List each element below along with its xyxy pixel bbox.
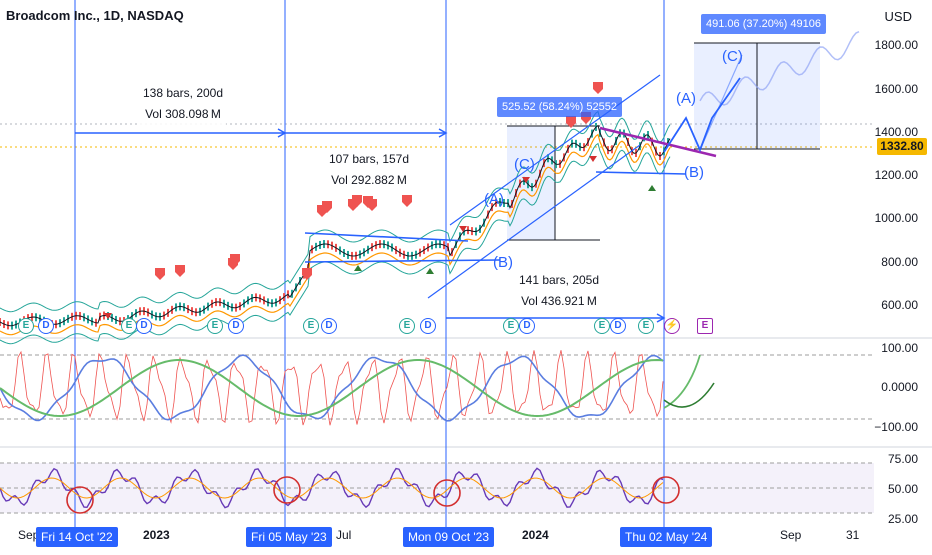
price-tick: 600.00 (881, 298, 918, 312)
price-tick: 1800.00 (875, 38, 918, 52)
time-tick: 31 (846, 528, 859, 542)
date-marker[interactable]: Thu 02 May '24 (620, 527, 712, 547)
earnings-event-icon[interactable]: E (503, 318, 519, 334)
time-tick: Jul (336, 528, 351, 542)
current-price-badge: 1332.80 (877, 138, 927, 155)
osc-tick: 100.00 (881, 341, 918, 355)
wave-label[interactable]: (B) (493, 254, 513, 271)
osc-tick: 0.0000 (881, 380, 918, 394)
oscillator-projection (664, 355, 700, 408)
price-tick: 1400.00 (875, 125, 918, 139)
range-bars-label: 138 bars, 200d (140, 83, 226, 104)
dividend-event-icon[interactable]: D (420, 318, 436, 334)
date-marker[interactable]: Fri 14 Oct '22 (36, 527, 118, 547)
range-volume-label: Vol 436.921 M (514, 291, 604, 312)
oscillator-signal-line (0, 360, 663, 416)
earnings-event-icon[interactable]: E (594, 318, 610, 334)
wave-label[interactable]: (A) (484, 191, 504, 208)
range-annotation[interactable]: 138 bars, 200d Vol 308.098 M (140, 83, 226, 125)
rsi-tick: 25.00 (888, 512, 918, 526)
dividend-event-icon[interactable]: D (519, 318, 535, 334)
price-tick: 1200.00 (875, 168, 918, 182)
date-marker[interactable]: Mon 09 Oct '23 (403, 527, 494, 547)
range-bars-label: 107 bars, 157d (324, 149, 414, 170)
rsi-tick: 50.00 (888, 482, 918, 496)
range-annotation[interactable]: 141 bars, 205d Vol 436.921 M (514, 270, 604, 312)
dividend-event-icon[interactable]: D (38, 318, 54, 334)
earnings-event-icon[interactable]: E (303, 318, 319, 334)
wave-label[interactable]: (B) (684, 164, 704, 181)
wave-label[interactable]: (C) (514, 156, 535, 173)
split-event-icon[interactable]: ⚡ (664, 318, 680, 334)
currency-label[interactable]: USD (885, 9, 912, 24)
dividend-event-icon[interactable]: D (610, 318, 626, 334)
range-annotation[interactable]: 107 bars, 157d Vol 292.882 M (324, 149, 414, 191)
earnings-event-icon[interactable]: E (207, 318, 223, 334)
earnings-event-icon[interactable]: E (121, 318, 137, 334)
time-tick: Sep (780, 528, 801, 542)
price-tick: 1000.00 (875, 211, 918, 225)
dividend-event-icon[interactable]: D (321, 318, 337, 334)
price-tick: 1600.00 (875, 82, 918, 96)
symbol-title[interactable]: Broadcom Inc., 1D, NASDAQ (6, 8, 184, 23)
range-bars-label: 141 bars, 205d (514, 270, 604, 291)
earnings-event-icon[interactable]: E (18, 318, 34, 334)
range-volume-label: Vol 292.882 M (324, 170, 414, 191)
range-volume-label: Vol 308.098 M (140, 104, 226, 125)
rsi-tick: 75.00 (888, 452, 918, 466)
price-range-measure[interactable]: 491.06 (37.20%) 49106 (701, 14, 826, 34)
osc-tick: −100.00 (874, 420, 918, 434)
wave-label[interactable]: (A) (676, 90, 696, 107)
date-marker[interactable]: Fri 05 May '23 (246, 527, 332, 547)
earnings-event-icon[interactable]: E (399, 318, 415, 334)
wave-label[interactable]: (C) (722, 48, 743, 65)
time-tick: 2024 (522, 528, 549, 542)
price-range-measure[interactable]: 525.52 (58.24%) 52552 (497, 97, 622, 117)
dividend-event-icon[interactable]: D (228, 318, 244, 334)
time-tick: 2023 (143, 528, 170, 542)
dividend-event-icon[interactable]: D (136, 318, 152, 334)
price-tick: 800.00 (881, 255, 918, 269)
earnings-event-icon[interactable]: E (638, 318, 654, 334)
upcoming-earnings-icon[interactable]: E (697, 318, 713, 334)
